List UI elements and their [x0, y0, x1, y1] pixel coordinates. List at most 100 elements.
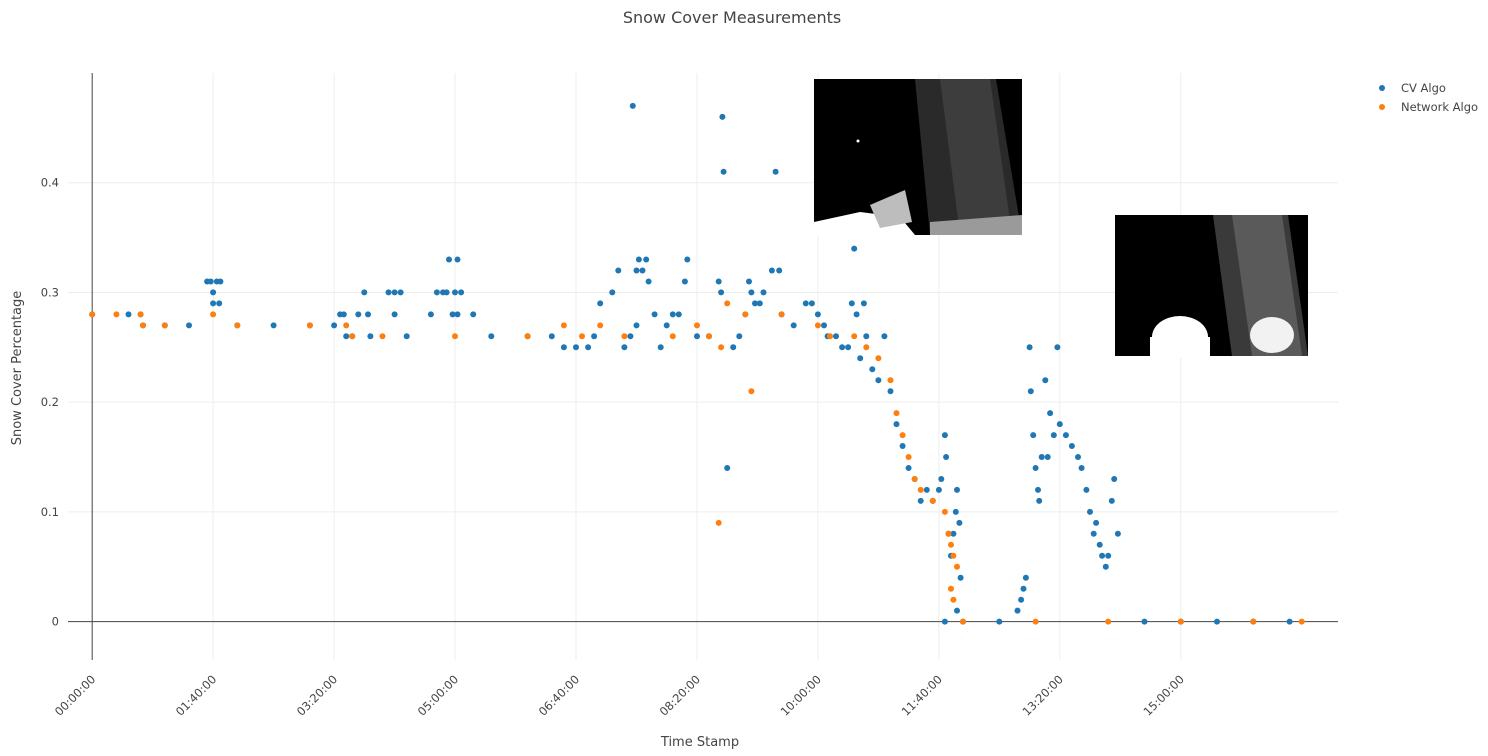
- data-point: [1078, 465, 1085, 471]
- data-point: [161, 322, 168, 329]
- data-point: [1068, 443, 1075, 449]
- data-point: [657, 344, 664, 351]
- data-point: [454, 311, 461, 318]
- x-tick-label: 08:20:00: [657, 672, 703, 718]
- data-point: [950, 596, 957, 603]
- data-point: [340, 311, 347, 318]
- data-point: [125, 311, 132, 318]
- data-point: [746, 278, 752, 285]
- data-point: [752, 300, 758, 307]
- data-point: [1087, 508, 1093, 515]
- legend-marker-network-algo: [1379, 104, 1385, 110]
- data-point: [113, 311, 120, 318]
- data-point: [851, 333, 858, 340]
- data-point: [643, 256, 650, 263]
- data-point: [207, 278, 214, 285]
- data-point: [1042, 377, 1049, 384]
- chart-title: Snow Cover Measurements: [623, 8, 841, 27]
- data-point: [724, 300, 731, 307]
- data-point: [1286, 618, 1293, 625]
- grid-lines: [68, 73, 1338, 660]
- data-point: [917, 497, 924, 504]
- data-point: [948, 585, 954, 592]
- data-point: [899, 432, 906, 439]
- data-point: [1111, 476, 1118, 482]
- data-point: [869, 366, 876, 373]
- data-point: [560, 344, 567, 351]
- data-point: [881, 333, 888, 340]
- data-point: [887, 377, 894, 384]
- data-point: [1114, 530, 1121, 537]
- data-point: [385, 289, 392, 296]
- x-tick-label: 05:00:00: [415, 672, 461, 718]
- data-point: [663, 322, 670, 329]
- data-point: [719, 113, 726, 120]
- data-point: [954, 563, 960, 570]
- data-point: [814, 322, 821, 329]
- data-point: [1096, 541, 1103, 548]
- axes: [68, 73, 1338, 660]
- data-point: [379, 333, 386, 340]
- data-point: [560, 322, 567, 329]
- data-point: [948, 541, 954, 548]
- data-point: [1044, 454, 1051, 460]
- data-point: [853, 311, 860, 318]
- data-point: [361, 289, 368, 296]
- data-point: [899, 443, 906, 449]
- x-tick-label: 15:00:00: [1140, 672, 1186, 718]
- data-point: [433, 289, 440, 296]
- data-point: [186, 322, 192, 329]
- data-point: [1020, 585, 1027, 592]
- data-point: [1022, 574, 1029, 581]
- legend-item-network-algo[interactable]: Network Algo: [1379, 100, 1478, 114]
- x-tick-label: 10:00:00: [778, 672, 824, 718]
- data-point: [391, 311, 398, 318]
- data-point: [1027, 388, 1034, 395]
- data-point: [923, 486, 930, 493]
- data-point: [1032, 618, 1039, 625]
- data-point: [89, 311, 96, 318]
- data-point: [140, 322, 146, 329]
- data-point: [950, 552, 957, 559]
- data-point: [597, 322, 604, 329]
- data-point: [960, 618, 966, 625]
- x-tick-label: 00:00:00: [52, 672, 98, 718]
- data-point: [306, 322, 313, 329]
- data-point: [629, 102, 636, 109]
- x-axis-title: Time Stamp: [660, 735, 739, 750]
- data-point: [675, 311, 682, 318]
- data-point: [621, 333, 628, 340]
- data-point: [458, 289, 465, 296]
- data-point: [1036, 497, 1043, 504]
- data-point: [1026, 344, 1033, 351]
- data-point: [957, 574, 964, 581]
- data-point: [938, 476, 945, 482]
- data-point: [270, 322, 277, 329]
- y-tick-label: 0.3: [41, 285, 59, 299]
- data-point: [1035, 486, 1041, 493]
- data-point: [1102, 563, 1109, 570]
- data-point: [954, 486, 960, 493]
- data-point: [1083, 486, 1090, 493]
- data-point: [137, 311, 144, 318]
- data-point: [808, 300, 815, 307]
- data-point: [715, 519, 722, 526]
- data-point: [863, 333, 870, 340]
- data-point: [790, 322, 797, 329]
- data-point: [633, 322, 640, 329]
- data-point: [1032, 465, 1039, 471]
- x-tick-label: 03:20:00: [294, 672, 340, 718]
- data-point: [446, 256, 452, 263]
- data-point: [1056, 421, 1063, 428]
- data-point: [935, 486, 942, 493]
- data-point: [1105, 618, 1112, 625]
- data-point: [893, 410, 900, 417]
- data-point: [579, 333, 585, 340]
- data-point: [875, 377, 882, 384]
- y-tick-label: 0.1: [41, 505, 59, 519]
- legend: CV Algo Network Algo: [1379, 81, 1478, 114]
- data-point: [1298, 618, 1305, 625]
- data-point: [748, 289, 755, 296]
- legend-item-cv-algo[interactable]: CV Algo: [1379, 81, 1446, 95]
